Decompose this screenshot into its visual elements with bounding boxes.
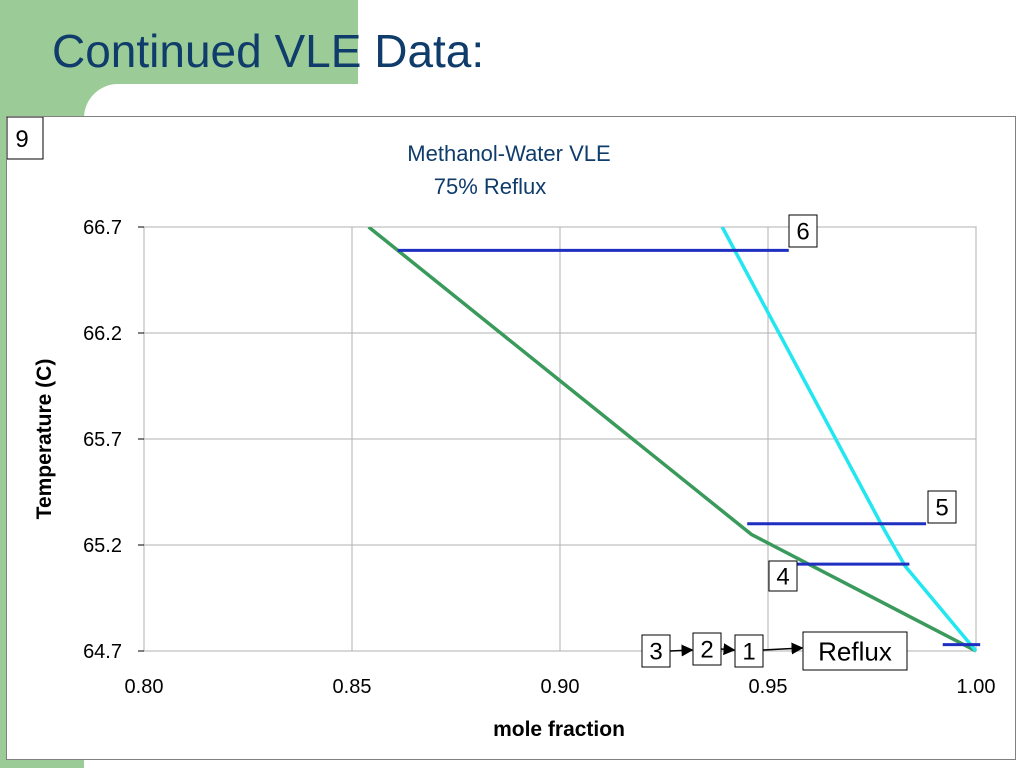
reflux-label: Reflux xyxy=(818,636,892,666)
slide-title: Continued VLE Data: xyxy=(52,25,485,77)
x-tick-label: 0.90 xyxy=(541,676,580,698)
slide-number-box xyxy=(7,117,44,160)
stage-label-3-box xyxy=(641,634,671,668)
stage-label-5-box xyxy=(927,490,957,524)
x-tick-label: 0.80 xyxy=(125,676,164,698)
chart-subtitle: 75% Reflux xyxy=(434,174,547,199)
stage-label-6-box xyxy=(788,214,818,248)
y-tick-label: 65.7 xyxy=(83,429,122,451)
series-line-1 xyxy=(367,227,977,653)
stage-label-6: 6 xyxy=(796,219,809,246)
x-tick-label: 0.95 xyxy=(749,676,788,698)
y-axis-label: Temperature (C) xyxy=(33,359,56,520)
stage-label-2: 2 xyxy=(700,637,713,664)
y-tick-label: 65.2 xyxy=(83,535,122,557)
stage-label-4-box xyxy=(768,560,798,592)
y-tick-label: 64.7 xyxy=(83,641,122,663)
chart-title: Methanol-Water VLE xyxy=(407,141,610,166)
stage-label-1: 1 xyxy=(742,639,755,666)
stage-label-5: 5 xyxy=(935,495,948,522)
y-tick-label: 66.7 xyxy=(83,217,122,239)
x-tick-label: 1.00 xyxy=(957,676,996,698)
stage-label-1-box xyxy=(734,634,764,668)
slide-number: 9 xyxy=(15,126,28,153)
arrow-2-to-1 xyxy=(720,643,736,656)
y-tick-label: 66.2 xyxy=(83,323,122,345)
series-line-2 xyxy=(720,227,978,653)
stage-label-3: 3 xyxy=(649,639,662,666)
arrow-3-to-2 xyxy=(669,644,694,657)
stage-label-4: 4 xyxy=(776,564,789,591)
x-tick-label: 0.85 xyxy=(333,676,372,698)
x-axis-label: mole fraction xyxy=(493,718,625,741)
chart-frame: 0.80 0.85 0.90 0.95 1.00 64.7 65.2 65.7 66.2 66.7… xyxy=(6,116,1016,760)
arrow-1-to-reflux xyxy=(762,642,804,655)
vle-chart: 0.80 0.85 0.90 0.95 1.00 64.7 65.2 65.7 66.2 66.7… xyxy=(7,117,996,741)
